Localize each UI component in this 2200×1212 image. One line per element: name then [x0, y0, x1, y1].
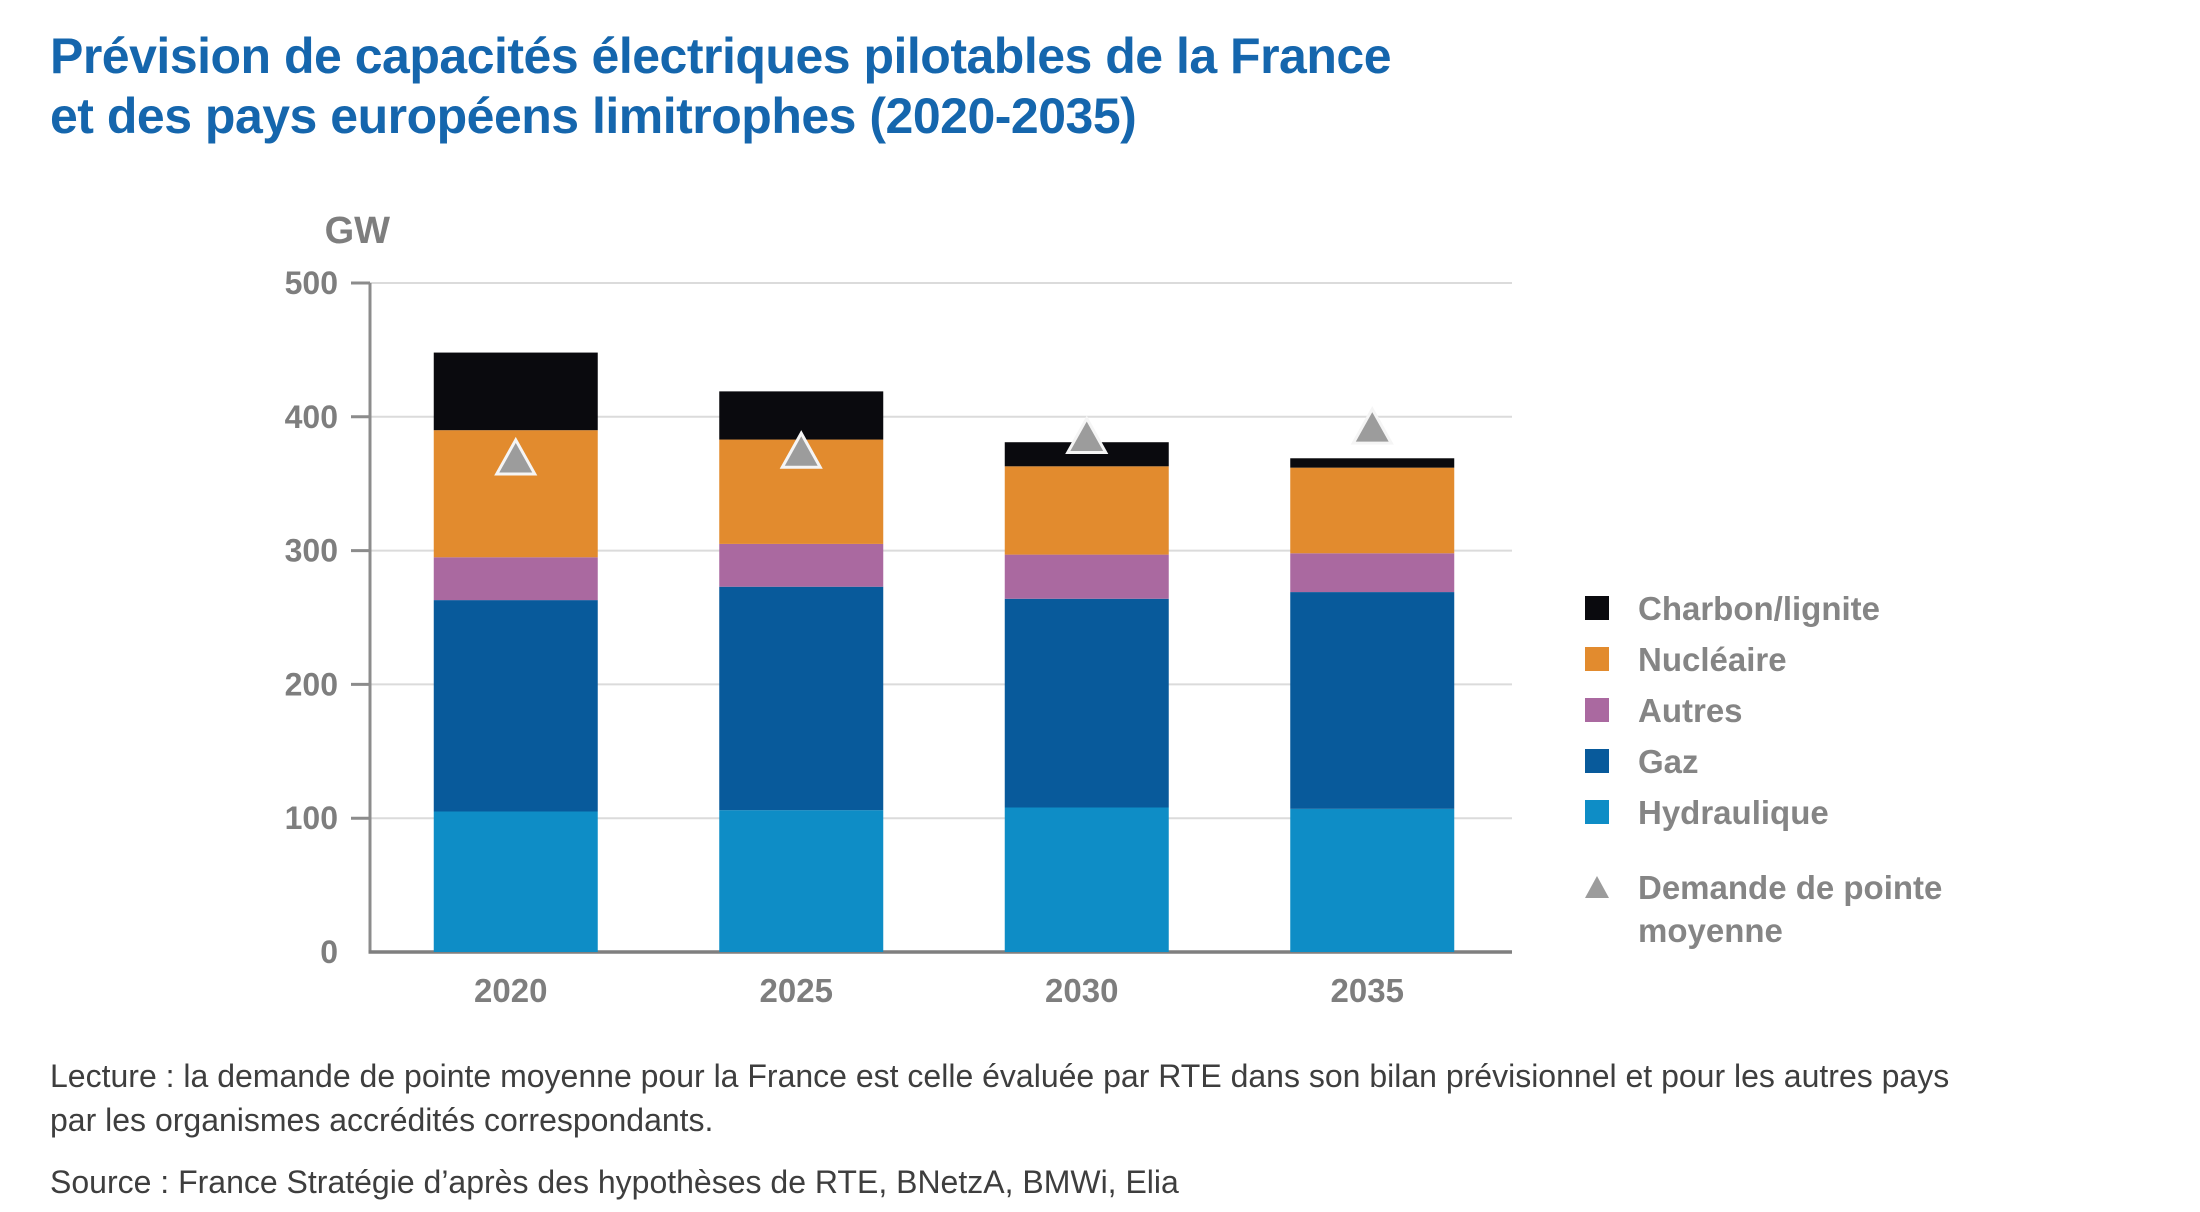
chart-title-line2: et des pays européens limitrophes (2020-…: [50, 88, 1137, 144]
legend-label-autres: Autres: [1638, 691, 1743, 729]
demand-marker-2035: [1350, 406, 1394, 445]
y-tick-label-0: 0: [320, 934, 338, 970]
legend-label-hydraulique: Hydraulique: [1638, 793, 1829, 831]
bar-segment-2025-gaz: [719, 586, 884, 811]
bar-segment-2020-gaz: [433, 600, 598, 812]
bar-segment-2035-charbon-lignite: [1290, 458, 1455, 468]
y-tick-label-300: 300: [285, 533, 338, 569]
y-tick-label-500: 500: [285, 265, 338, 301]
triangle-icon: [1585, 876, 1609, 898]
lecture-line-2: par les organismes accrédités correspond…: [50, 1102, 714, 1138]
bar-segment-2020-charbon-lignite: [433, 352, 598, 431]
legend-item-nucleaire: Nucléaire: [1585, 641, 1968, 678]
x-label-2025: 2025: [760, 972, 833, 1009]
legend-swatch-gaz: [1585, 749, 1609, 773]
y-tick-label-100: 100: [285, 800, 338, 836]
legend: Charbon/lignite Nucléaire Autres Gaz Hyd…: [1585, 590, 1968, 979]
legend-item-autres: Autres: [1585, 692, 1968, 729]
bar-segment-2030-gaz: [1004, 598, 1169, 808]
legend-label-nucleaire: Nucléaire: [1638, 640, 1787, 678]
legend-swatch-hydraulique: [1585, 800, 1609, 824]
bar-segment-2030-hydraulique: [1004, 807, 1169, 952]
demand-marker-2025: [779, 430, 823, 469]
stacked-bar-chart: 0 100 200 300 400 500 GW 2020 2025 2030 2035: [285, 210, 1512, 1009]
legend-label-charbon-lignite: Charbon/lignite: [1638, 589, 1880, 627]
bar-segment-2035-gaz: [1290, 592, 1455, 809]
bar-segment-2035-autres: [1290, 553, 1455, 593]
bar-segment-2035-nucleaire: [1290, 467, 1455, 554]
legend-swatch-nucleaire: [1585, 647, 1609, 671]
chart-title-line1: Prévision de capacités électriques pilot…: [50, 28, 1392, 84]
legend-swatch-charbon-lignite: [1585, 596, 1609, 620]
bar-segment-2030-nucleaire: [1004, 466, 1169, 555]
bar-segment-2020-hydraulique: [433, 811, 598, 952]
lecture-line-1: Lecture : la demande de pointe moyenne p…: [50, 1058, 1950, 1094]
source-note: Source : France Stratégie d’après des hy…: [50, 1164, 1179, 1200]
legend-label-gaz: Gaz: [1638, 742, 1699, 780]
bar-segment-2020-autres: [433, 557, 598, 601]
bar-segment-2035-hydraulique: [1290, 808, 1455, 952]
legend-item-charbon-lignite: Charbon/lignite: [1585, 590, 1968, 627]
y-axis-unit-label: GW: [325, 210, 391, 252]
x-label-2030: 2030: [1045, 972, 1118, 1009]
y-tick-label-200: 200: [285, 666, 338, 702]
legend-marker-box: [1585, 866, 1609, 898]
chart-title: Prévision de capacités électriques pilot…: [50, 26, 1392, 146]
bar-segment-2025-hydraulique: [719, 810, 884, 952]
x-label-2020: 2020: [474, 972, 547, 1009]
legend-item-hydraulique: Hydraulique: [1585, 794, 1968, 831]
demand-marker-2020: [494, 436, 538, 476]
legend-label-demande-pointe: Demande de pointe moyenne: [1638, 869, 1943, 949]
x-label-2035: 2035: [1331, 972, 1404, 1009]
demand-marker-2030: [1065, 415, 1109, 455]
y-tick-label-400: 400: [285, 399, 338, 435]
legend-swatch-autres: [1585, 698, 1609, 722]
bar-segment-2025-autres: [719, 543, 884, 587]
bar-segment-2030-autres: [1004, 554, 1169, 599]
legend-item-demande-pointe: Demande de pointe moyenne: [1585, 866, 1968, 952]
legend-item-gaz: Gaz: [1585, 743, 1968, 780]
lecture-note: Lecture : la demande de pointe moyenne p…: [50, 1054, 2180, 1142]
